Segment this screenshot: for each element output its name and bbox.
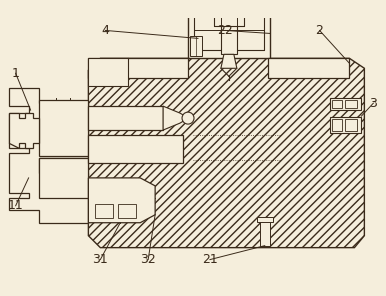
- Text: 31: 31: [93, 253, 108, 266]
- Bar: [39, 100, 88, 156]
- Polygon shape: [8, 113, 39, 148]
- Text: 3: 3: [369, 97, 377, 110]
- Bar: [176, 0, 282, 9]
- Bar: [190, 36, 202, 56]
- Bar: [88, 58, 128, 86]
- Bar: [345, 100, 357, 108]
- Bar: [332, 119, 342, 131]
- Bar: [345, 119, 357, 131]
- Polygon shape: [88, 178, 155, 223]
- Text: 32: 32: [140, 253, 156, 266]
- Polygon shape: [221, 54, 237, 68]
- Bar: [88, 58, 188, 78]
- Bar: [330, 98, 361, 110]
- Polygon shape: [88, 58, 364, 248]
- Bar: [95, 204, 113, 218]
- Text: 21: 21: [202, 253, 218, 266]
- Text: 4: 4: [102, 24, 109, 37]
- Text: 2: 2: [316, 24, 323, 37]
- Polygon shape: [8, 88, 88, 223]
- Text: 1: 1: [12, 67, 20, 80]
- Bar: [194, 1, 264, 50]
- Bar: [221, 1, 237, 54]
- Bar: [88, 106, 163, 130]
- Text: 22: 22: [217, 24, 233, 37]
- Bar: [214, 7, 244, 26]
- Polygon shape: [163, 106, 185, 130]
- Text: 11: 11: [8, 199, 24, 212]
- Bar: [257, 217, 273, 222]
- Bar: [118, 204, 136, 218]
- Bar: [260, 220, 270, 246]
- Bar: [188, 1, 270, 58]
- Bar: [268, 58, 349, 78]
- Bar: [39, 158, 88, 198]
- Bar: [332, 100, 342, 108]
- Circle shape: [182, 112, 194, 124]
- Bar: [330, 117, 361, 133]
- Bar: [223, 1, 235, 9]
- Bar: [88, 135, 183, 163]
